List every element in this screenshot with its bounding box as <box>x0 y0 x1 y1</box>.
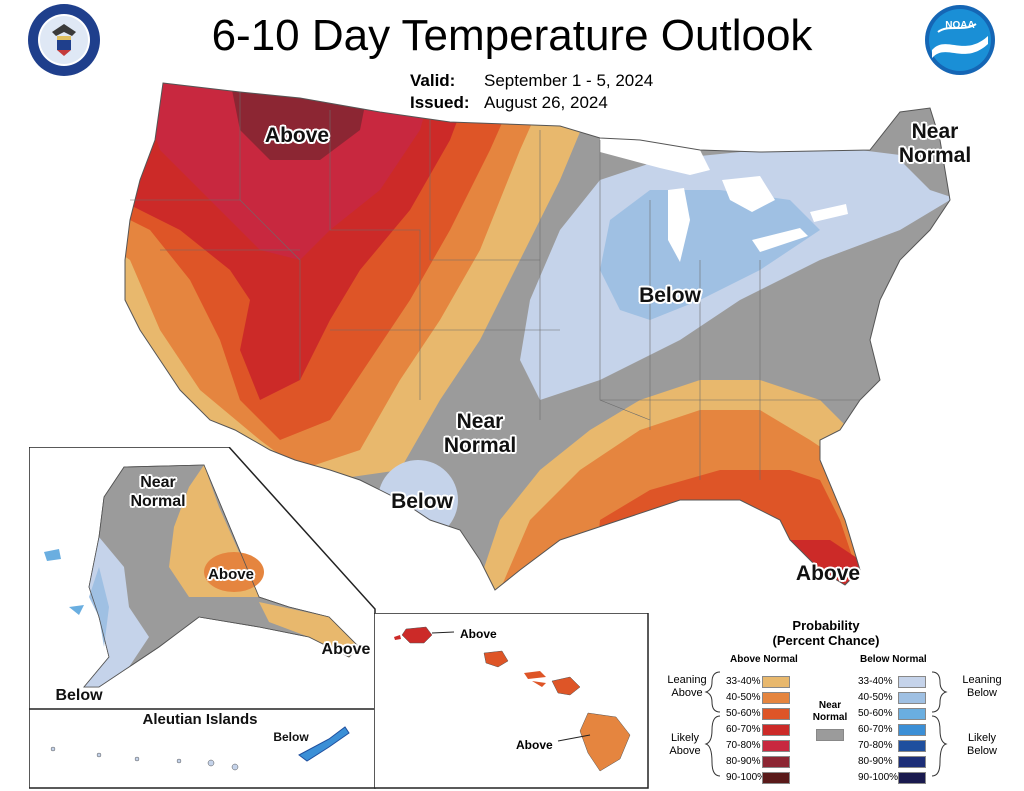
state-boundaries <box>130 92 860 480</box>
legend-above-swatch <box>762 724 790 736</box>
label-hawaii-big-island-above: Above <box>516 738 553 752</box>
legend-below-label: 50-60% <box>858 708 893 719</box>
legend-below-header: Below Normal <box>860 654 927 665</box>
legend-above-label: 50-60% <box>726 708 761 719</box>
legend-below-swatch <box>898 740 926 752</box>
legend-above-label: 33-40% <box>726 676 761 687</box>
lake-erie <box>752 228 808 252</box>
hawaii-inset-map <box>374 613 649 789</box>
label-northeast-near-normal: Near Normal <box>898 120 972 167</box>
valid-dates: September 1 - 5, 2024 <box>484 71 654 90</box>
issued-date: August 26, 2024 <box>484 93 608 112</box>
alaska-inset-map <box>29 447 376 710</box>
legend-above-swatch <box>762 740 790 752</box>
legend-above-swatch <box>762 708 790 720</box>
label-alaska-above: Above <box>208 566 254 583</box>
probability-legend: Probability (Percent Chance) Above Norma… <box>650 612 1022 790</box>
valid-label: Valid: <box>410 71 456 90</box>
label-great-lakes-below: Below <box>639 284 701 307</box>
lake-huron <box>722 176 775 212</box>
legend-below-label: 80-90% <box>858 756 893 767</box>
legend-above-swatch <box>762 772 790 784</box>
legend-leaning-below: Leaning Below <box>962 674 1002 699</box>
legend-above-swatch <box>762 676 790 688</box>
legend-below-swatch <box>898 772 926 784</box>
legend-above-label: 60-70% <box>726 724 761 735</box>
aleutian-title: Aleutian Islands <box>142 711 258 728</box>
legend-below-label: 40-50% <box>858 692 893 703</box>
issued-label: Issued: <box>410 93 470 112</box>
legend-above-swatch <box>762 692 790 704</box>
conus-outline <box>124 82 951 591</box>
label-west-above: Above <box>264 124 330 147</box>
valid-line: Valid: September 1 - 5, 2024 <box>410 71 653 91</box>
legend-above-header: Above Normal <box>730 654 798 665</box>
legend-above-label: 40-50% <box>726 692 761 703</box>
legend-below-swatch <box>898 756 926 768</box>
lake-ontario <box>810 204 848 222</box>
legend-leaning-above: Leaning Above <box>667 674 707 699</box>
noaa-logo: NOAA <box>925 5 995 75</box>
issued-line: Issued: August 26, 2024 <box>410 93 608 113</box>
label-florida-above: Above <box>795 562 861 585</box>
legend-title: Probability (Percent Chance) <box>772 618 880 648</box>
legend-below-swatch <box>898 724 926 736</box>
legend-below-swatch <box>898 676 926 688</box>
legend-above-swatch <box>762 756 790 768</box>
label-alaska-below: Below <box>55 687 103 704</box>
label-central-near-normal: Near Normal <box>443 410 517 457</box>
legend-brackets <box>704 671 948 777</box>
svg-text:NOAA: NOAA <box>945 20 974 31</box>
legend-below-swatch <box>898 708 926 720</box>
legend-likely-above: Likely Above <box>669 732 701 757</box>
label-hawaii-kauai-above: Above <box>460 627 497 641</box>
legend-near-normal-swatch <box>816 729 844 741</box>
legend-near-normal-label: Near Normal <box>812 700 848 723</box>
legend-below-label: 33-40% <box>858 676 893 687</box>
legend-below-label: 60-70% <box>858 724 893 735</box>
legend-below-swatch <box>898 692 926 704</box>
label-alaska-near-normal: Near Normal <box>130 474 186 510</box>
legend-below-label: 70-80% <box>858 740 893 751</box>
map-title: 6-10 Day Temperature Outlook <box>211 11 813 60</box>
label-alaska-southeast-above: Above <box>321 641 371 658</box>
legend-below-label: 90-100% <box>858 772 899 783</box>
legend-above-label: 70-80% <box>726 740 761 751</box>
label-aleutian-below: Below <box>273 730 309 744</box>
legend-likely-below: Likely Below <box>967 732 997 757</box>
lake-michigan <box>668 188 690 262</box>
legend-above-label: 90-100% <box>726 772 767 783</box>
label-texas-below: Below <box>391 490 453 513</box>
commerce-seal-logo <box>28 4 100 76</box>
legend-above-label: 80-90% <box>726 756 761 767</box>
